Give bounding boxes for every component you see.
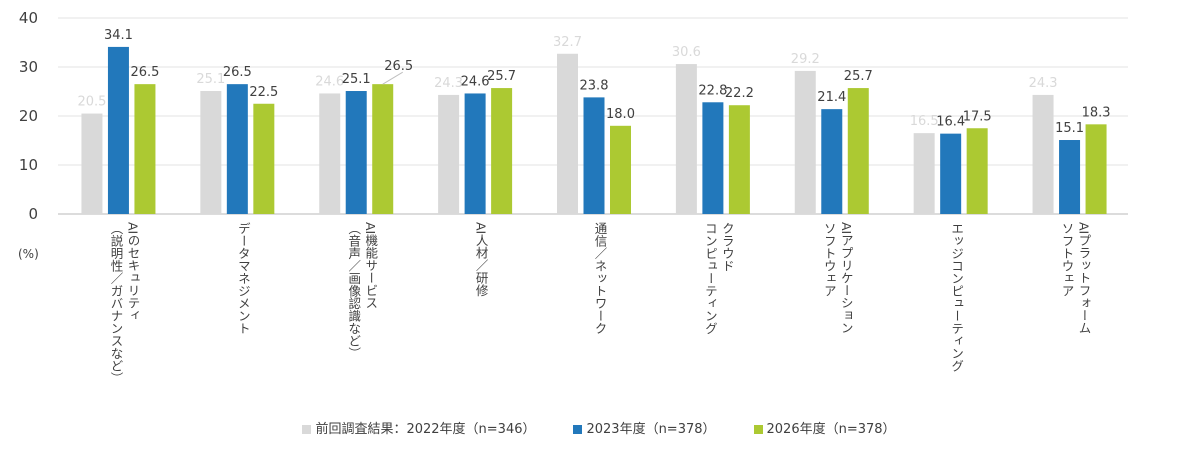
category-label: エッジコンピューティング <box>949 222 965 372</box>
category-label: 通信／ネットワーク <box>592 222 608 335</box>
category-label: AI機能サービス （音声／画像認識など） <box>346 222 379 360</box>
data-label: 23.8 <box>580 78 609 93</box>
legend-label-2023: 2023年度（n=378） <box>586 422 716 437</box>
data-label: 22.8 <box>698 83 727 98</box>
bar-2023-1 <box>226 84 248 215</box>
data-label: 24.3 <box>1029 76 1058 91</box>
bar-2026-1 <box>253 103 275 214</box>
data-label: 22.5 <box>249 85 278 100</box>
data-labels: 20.534.126.5 25.126.522.524.625.126.524.3… <box>77 28 1110 136</box>
data-label: 25.7 <box>487 69 516 84</box>
legend-item-2022[interactable]: 前回調査結果：2022年度（n=346） <box>302 418 535 437</box>
data-label: 18.3 <box>1082 105 1111 120</box>
data-label: 26.5 <box>384 59 413 74</box>
legend: 前回調査結果：2022年度（n=346） 2023年度（n=378） 2026年… <box>0 418 1198 437</box>
data-label: 30.6 <box>672 45 701 60</box>
bar-2022-8 <box>1032 94 1054 214</box>
bar-2022-5 <box>675 64 697 214</box>
bar-2023-8 <box>1059 140 1081 214</box>
data-label: 34.1 <box>104 28 133 43</box>
bar-2023-6 <box>821 109 843 214</box>
bar-2023-0 <box>107 46 129 214</box>
legend-label-2026: 2026年度（n=378） <box>766 422 896 437</box>
bar-2026-5 <box>728 105 750 214</box>
bar-2022-3 <box>438 94 460 214</box>
category-label: データマネジメント <box>235 222 251 335</box>
bar-2026-3 <box>491 88 513 214</box>
data-label: 21.4 <box>817 90 846 105</box>
data-label: 24.3 <box>434 76 463 91</box>
data-label: 26.5 <box>130 65 159 80</box>
legend-swatch-2022 <box>302 424 312 434</box>
bar-2022-0 <box>81 113 103 214</box>
bar-2026-2 <box>372 84 394 215</box>
bars <box>81 46 1107 215</box>
data-label: 22.2 <box>725 86 754 101</box>
legend-swatch-2026 <box>753 424 763 434</box>
data-label: 18.0 <box>606 107 635 122</box>
category-label: AIプラットフォーム ソフトウェア <box>1059 222 1092 335</box>
data-label: 25.7 <box>844 69 873 84</box>
legend-item-2026[interactable]: 2026年度（n=378） <box>753 418 896 437</box>
data-label: 16.5 <box>910 114 939 129</box>
bar-2026-8 <box>1085 124 1107 214</box>
category-label: AIアプリケーション ソフトウェア <box>821 222 854 335</box>
bar-2026-7 <box>966 128 988 214</box>
y-tick-label: 40 <box>19 9 38 27</box>
y-axis: 0 10 20 30 40 <box>19 9 38 223</box>
data-label: 24.6 <box>315 74 344 89</box>
bar-2023-3 <box>464 93 486 214</box>
bar-2022-7 <box>913 133 935 214</box>
legend-item-2023[interactable]: 2023年度（n=378） <box>573 418 716 437</box>
category-label: AIのセキュリティ （説明性／ガバナンスなど） <box>108 222 141 385</box>
y-tick-label: 0 <box>28 205 38 223</box>
y-tick-label: 10 <box>19 156 38 174</box>
bar-2022-4 <box>557 53 578 214</box>
data-label: 25.1 <box>342 72 371 87</box>
bar-2023-2 <box>345 91 367 214</box>
y-tick-label: 30 <box>19 58 38 76</box>
bar-2023-7 <box>940 133 962 214</box>
y-axis-unit-label: (%) <box>18 247 39 261</box>
bar-2022-1 <box>200 91 222 214</box>
y-tick-label: 20 <box>19 107 38 125</box>
data-label: 32.7 <box>553 35 582 50</box>
legend-label-2022: 前回調査結果：2022年度（n=346） <box>315 422 536 437</box>
bar-2022-6 <box>794 70 816 214</box>
data-label: 29.2 <box>791 52 820 67</box>
bar-2023-4 <box>583 97 605 214</box>
data-label: 26.5 <box>223 65 252 80</box>
data-label: 17.5 <box>963 109 992 124</box>
legend-swatch-2023 <box>573 424 583 434</box>
data-label: 25.1 <box>196 72 225 87</box>
bar-2026-4 <box>610 125 631 214</box>
bar-2026-0 <box>134 84 156 215</box>
bar-2026-6 <box>847 88 869 214</box>
data-label: 20.5 <box>77 95 106 110</box>
data-label: 24.6 <box>461 74 490 89</box>
category-label: クラウド コンピューティング <box>702 222 735 335</box>
category-label: AI人材／研修 <box>473 222 489 297</box>
label-leader-line <box>382 71 403 85</box>
bar-2022-2 <box>319 93 341 214</box>
data-label: 15.1 <box>1055 121 1084 136</box>
data-label: 16.4 <box>936 115 965 130</box>
bar-2023-5 <box>702 102 724 214</box>
